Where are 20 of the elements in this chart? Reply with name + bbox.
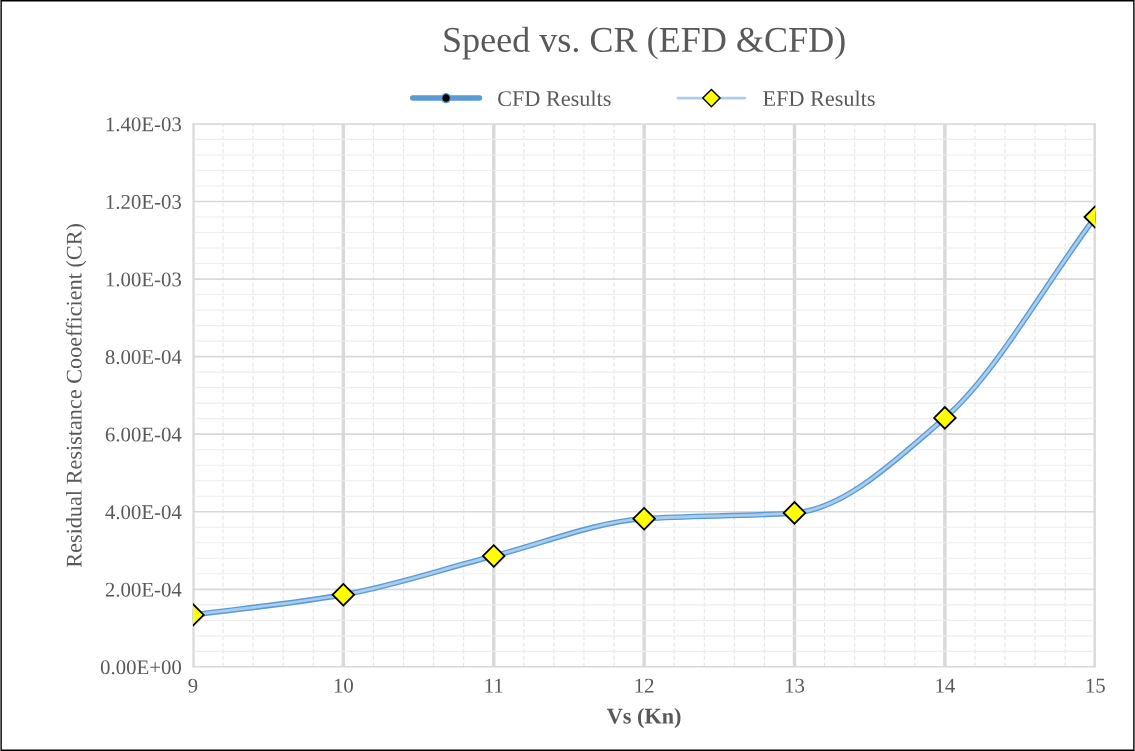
y-tick-label: 1.00E-03: [106, 272, 182, 287]
y-tick-label: 8.00E-04: [105, 349, 182, 365]
x-tick-label: 14: [936, 678, 955, 693]
y-tick-label: 4.00E-04: [105, 505, 182, 520]
y-tick-label: 0.00E+00: [100, 660, 182, 675]
x-tick-label: 11: [485, 678, 503, 693]
y-tick-label: 6.00E-04: [105, 427, 182, 442]
legend-label: CFD Results: [498, 90, 611, 107]
x-tick-label: 9: [188, 678, 198, 693]
x-axis-title: Vs (Kn): [607, 708, 681, 729]
y-tick-label: 1.40E-03: [106, 117, 182, 132]
legend-label: EFD Results: [763, 90, 875, 107]
y-tick-label: 1.20E-03: [106, 194, 182, 210]
y-axis-title: Residual Resistance Cooefficient (CR): [65, 224, 87, 568]
chart-title: Speed vs. CR (EFD &CFD): [444, 26, 845, 60]
x-tick-label: 13: [785, 678, 805, 693]
x-tick-label: 10: [334, 678, 353, 693]
y-tick-label: 2.00E-04: [105, 582, 182, 597]
x-tick-label: 12: [635, 678, 654, 693]
x-tick-label: 15: [1086, 678, 1105, 693]
